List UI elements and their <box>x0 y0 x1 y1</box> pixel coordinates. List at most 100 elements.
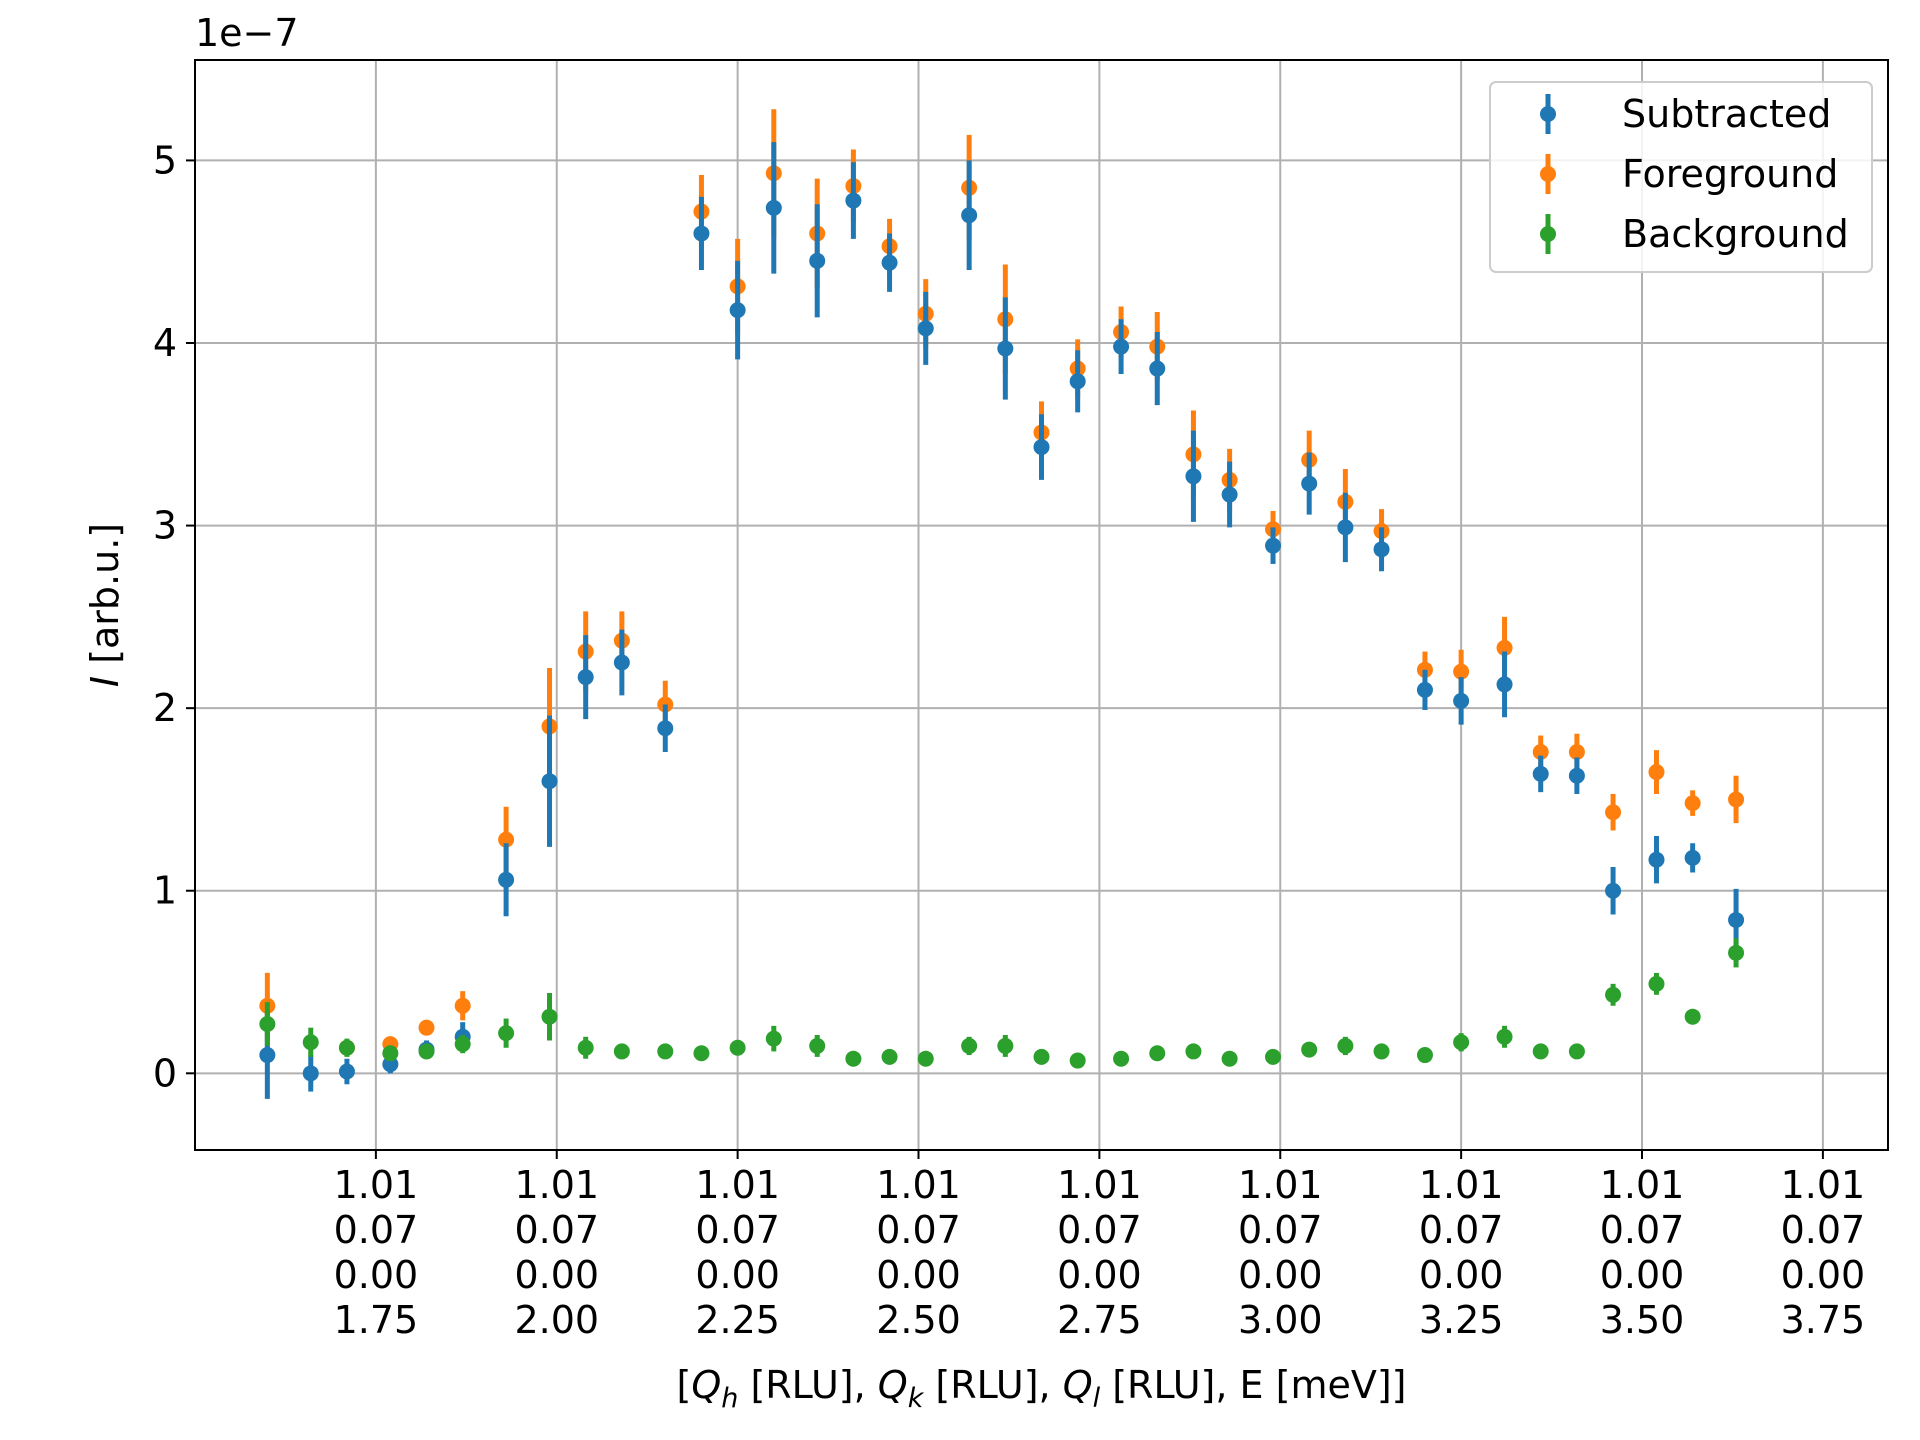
background-point-15 <box>845 1050 862 1067</box>
background-point-7 <box>541 1008 558 1025</box>
background-point-4 <box>418 1043 435 1060</box>
background-point-8 <box>577 1039 594 1056</box>
foreground-point-35 <box>1605 804 1622 821</box>
background-point-36 <box>1648 975 1665 992</box>
subtracted-point-24 <box>1185 468 1202 485</box>
subtracted-point-20 <box>1033 439 1050 456</box>
subtracted-point-22 <box>1113 338 1130 355</box>
legend: Subtracted Foreground Background <box>1489 81 1873 273</box>
y-axis-label: I [arb.u.] <box>83 523 127 687</box>
subtracted-point-34 <box>1568 767 1585 784</box>
subtracted-point-27 <box>1301 475 1318 492</box>
subtracted-point-2 <box>338 1063 355 1080</box>
x-axis: 1.01 0.07 0.00 1.75 1.01 0.07 0.00 2.00 1.01 0.07… <box>334 1150 1866 1342</box>
legend-marker-1 <box>1540 166 1556 182</box>
foreground-point-32 <box>1496 639 1513 656</box>
foreground-point-34 <box>1568 743 1585 760</box>
subtracted-point-36 <box>1648 851 1665 868</box>
subtracted-point-9 <box>613 654 630 671</box>
background-point-13 <box>765 1030 782 1047</box>
background-point-5 <box>454 1036 471 1053</box>
background-point-18 <box>961 1037 978 1054</box>
subtracted-point-12 <box>729 302 746 319</box>
subtracted-point-0 <box>259 1047 276 1064</box>
background-point-25 <box>1221 1050 1238 1067</box>
legend-label-1: Foreground <box>1622 152 1838 196</box>
x-tick-label-6: 1.01 0.07 0.00 3.25 <box>1419 1163 1504 1342</box>
background-point-38 <box>1728 944 1745 961</box>
subtracted-point-26 <box>1265 537 1282 554</box>
background-point-2 <box>338 1039 355 1056</box>
subtracted-point-23 <box>1149 360 1166 377</box>
background-point-3 <box>382 1045 399 1062</box>
subtracted-point-33 <box>1532 765 1549 782</box>
subtracted-point-8 <box>577 669 594 686</box>
background-point-1 <box>302 1034 319 1051</box>
subtracted-point-30 <box>1416 681 1433 698</box>
background-point-12 <box>729 1039 746 1056</box>
y-tick-label-2: 2 <box>153 686 177 730</box>
subtracted-point-28 <box>1337 519 1354 536</box>
x-tick-label-4: 1.01 0.07 0.00 2.75 <box>1057 1163 1142 1342</box>
subtracted-point-18 <box>961 207 978 224</box>
subtracted-point-19 <box>997 340 1014 357</box>
background-point-34 <box>1568 1043 1585 1060</box>
legend-box <box>1489 81 1873 273</box>
subtracted-point-15 <box>845 192 862 209</box>
series-background <box>259 938 1745 1069</box>
background-point-30 <box>1416 1047 1433 1064</box>
background-point-33 <box>1532 1043 1549 1060</box>
x-tick-label-7: 1.01 0.07 0.00 3.50 <box>1600 1163 1685 1342</box>
background-point-37 <box>1684 1008 1701 1025</box>
background-point-6 <box>498 1025 515 1042</box>
background-point-29 <box>1373 1043 1390 1060</box>
x-tick-label-1: 1.01 0.07 0.00 2.00 <box>514 1163 599 1342</box>
y-tick-label-5: 5 <box>153 138 177 182</box>
subtracted-point-13 <box>765 199 782 216</box>
y-tick-label-1: 1 <box>153 869 177 913</box>
subtracted-point-29 <box>1373 541 1390 558</box>
foreground-point-4 <box>418 1019 435 1036</box>
subtracted-point-11 <box>693 225 710 242</box>
background-point-27 <box>1301 1041 1318 1058</box>
background-point-17 <box>917 1050 934 1067</box>
subtracted-point-35 <box>1605 882 1622 899</box>
subtracted-point-1 <box>302 1065 319 1082</box>
background-point-21 <box>1069 1052 1086 1069</box>
subtracted-point-17 <box>917 320 934 337</box>
y-tick-label-4: 4 <box>153 321 177 365</box>
y-offset-label: 1e−7 <box>195 11 299 55</box>
background-point-0 <box>259 1016 276 1033</box>
legend-marker-2 <box>1540 226 1556 242</box>
series-subtracted <box>259 142 1745 1099</box>
background-point-14 <box>809 1037 826 1054</box>
subtracted-point-3 <box>382 1056 399 1073</box>
legend-label-2: Background <box>1622 212 1849 256</box>
x-tick-label-5: 1.01 0.07 0.00 3.00 <box>1238 1163 1323 1342</box>
x-tick-label-3: 1.01 0.07 0.00 2.50 <box>876 1163 961 1342</box>
subtracted-point-31 <box>1453 692 1470 709</box>
subtracted-point-25 <box>1221 486 1238 503</box>
x-axis-label: [Qh [RLU], Qk [RLU], Ql [RLU], E [meV]] <box>677 1363 1407 1414</box>
legend-label-0: Subtracted <box>1622 92 1831 136</box>
background-point-28 <box>1337 1037 1354 1054</box>
background-point-10 <box>657 1043 674 1060</box>
background-point-24 <box>1185 1043 1202 1060</box>
subtracted-point-38 <box>1728 911 1745 928</box>
subtracted-point-6 <box>498 871 515 888</box>
background-point-35 <box>1605 986 1622 1003</box>
foreground-point-5 <box>454 997 471 1014</box>
plot-frame <box>194 59 1889 1151</box>
subtracted-point-32 <box>1496 676 1513 693</box>
subtracted-point-37 <box>1684 849 1701 866</box>
legend-marker-0 <box>1540 106 1556 122</box>
foreground-point-6 <box>498 831 515 848</box>
foreground-point-31 <box>1453 663 1470 680</box>
background-point-19 <box>997 1037 1014 1054</box>
background-point-31 <box>1453 1034 1470 1051</box>
background-point-32 <box>1496 1028 1513 1045</box>
foreground-point-33 <box>1532 743 1549 760</box>
x-tick-label-8: 1.01 0.07 0.00 3.75 <box>1781 1163 1866 1342</box>
grid <box>195 60 1888 1150</box>
data-marks <box>259 109 1745 1099</box>
